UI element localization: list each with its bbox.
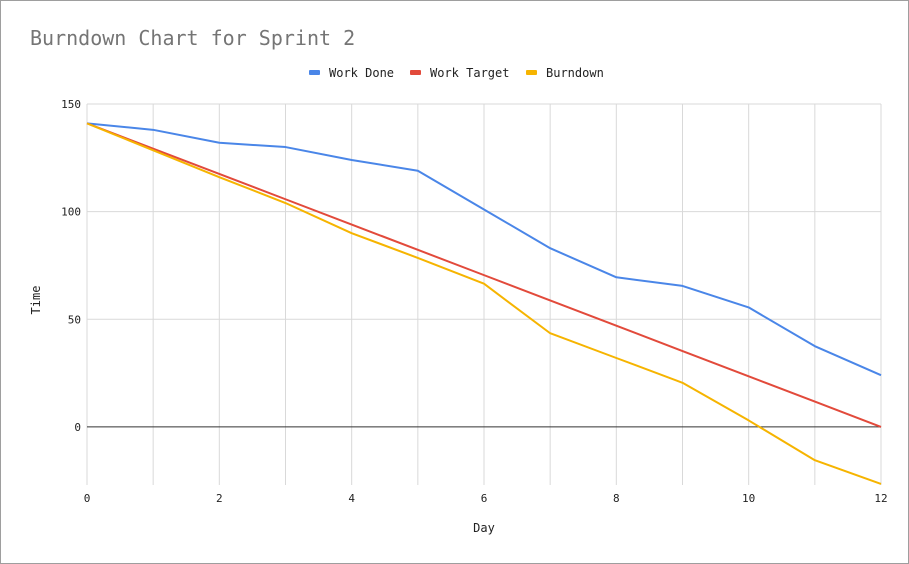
legend-label: Burndown <box>546 66 604 80</box>
series-line-work-target <box>86 122 882 428</box>
x-tick-labels: 0 2 4 6 8 10 12 <box>84 492 888 505</box>
legend-swatch <box>526 70 537 75</box>
y-tick-label: 50 <box>68 313 81 326</box>
chart-title: Burndown Chart for Sprint 2 <box>30 26 355 50</box>
y-axis-label: Time <box>29 286 43 315</box>
legend-swatch <box>309 70 320 75</box>
series-line-burndown <box>86 122 882 485</box>
legend-swatch <box>410 70 421 75</box>
y-tick-labels: 150 100 50 0 <box>61 98 81 434</box>
x-axis-label: Day <box>473 521 495 535</box>
series-group <box>86 122 882 485</box>
y-tick-label: 150 <box>61 98 81 111</box>
legend: Work Done Work Target Burndown <box>309 66 604 80</box>
y-tick-label: 0 <box>74 421 81 434</box>
x-tick-label: 0 <box>84 492 91 505</box>
y-tick-label: 100 <box>61 206 81 219</box>
x-tick-label: 10 <box>742 492 755 505</box>
x-tick-label: 8 <box>613 492 620 505</box>
legend-label: Work Done <box>329 66 394 80</box>
grid <box>86 103 882 485</box>
x-tick-label: 12 <box>874 492 887 505</box>
x-tick-label: 4 <box>348 492 355 505</box>
legend-label: Work Target <box>430 66 509 80</box>
x-tick-label: 6 <box>481 492 488 505</box>
series-line-work-done <box>86 122 882 377</box>
x-tick-label: 2 <box>216 492 223 505</box>
